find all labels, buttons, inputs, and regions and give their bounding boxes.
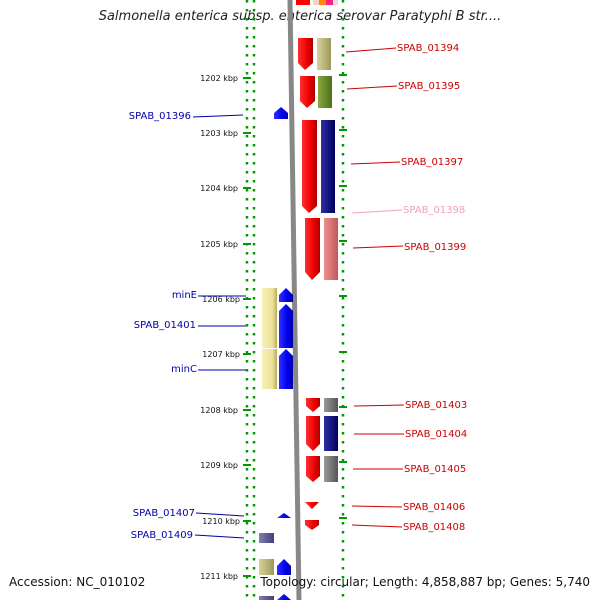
gene-arrow	[277, 594, 291, 600]
genome-backbone	[287, 0, 302, 600]
gene-label: minE	[172, 290, 197, 301]
gene-label: SPAB_01395	[398, 81, 460, 92]
gene-label: SPAB_01406	[403, 502, 465, 513]
gene-arrow	[279, 349, 293, 389]
gene-arrow	[305, 520, 319, 530]
tick-label: 1208 kbp	[200, 406, 238, 415]
cog-bar	[262, 349, 277, 389]
tick-label: 1205 kbp	[200, 240, 238, 249]
gene-arrow	[279, 304, 293, 348]
cog-bar	[259, 533, 274, 543]
gene-label: SPAB_01396	[129, 111, 191, 122]
gene-arrow	[305, 502, 319, 509]
gene-label: SPAB_01404	[405, 429, 467, 440]
cog-bar	[262, 288, 277, 348]
gene-arrow	[274, 107, 288, 119]
gene-arrow	[306, 398, 320, 412]
tick-label: 1207 kbp	[202, 350, 240, 359]
cog-bar	[318, 76, 332, 108]
gene-label: SPAB_01398	[403, 205, 465, 216]
right-leaders	[345, 47, 405, 528]
gene-arrow	[306, 456, 320, 482]
gene-arrow	[277, 559, 291, 575]
gene-arrow	[300, 76, 315, 108]
gene-arrow	[298, 38, 313, 70]
cog-bar	[259, 559, 274, 575]
cog-bar	[259, 596, 274, 600]
cog-bar	[324, 456, 338, 482]
gene-label: minC	[171, 364, 197, 375]
gene-label: SPAB_01399	[404, 242, 466, 253]
gene-label: SPAB_01394	[397, 43, 459, 54]
tick-label: 1210 kbp	[202, 517, 240, 526]
gene-arrow	[306, 416, 320, 451]
tick-label: 1204 kbp	[200, 184, 238, 193]
tick-label: 1202 kbp	[200, 74, 238, 83]
gene-arrow	[279, 288, 293, 302]
topology-info: Topology: circular; Length: 4,858,887 bp…	[260, 575, 590, 589]
tick-label: 1209 kbp	[200, 461, 238, 470]
left-leaders	[192, 114, 246, 539]
tick-marks	[243, 74, 347, 577]
gene-label: SPAB_01405	[404, 464, 466, 475]
gene-arrow	[302, 120, 317, 213]
top-strip	[296, 0, 338, 5]
gene-label: SPAB_01408	[403, 522, 465, 533]
tick-label: 1203 kbp	[200, 129, 238, 138]
gene-label: SPAB_01409	[131, 530, 193, 541]
gene-label: SPAB_01407	[133, 508, 195, 519]
cog-bar	[324, 416, 338, 451]
cog-bar	[317, 38, 331, 70]
gene-label: SPAB_01397	[401, 157, 463, 168]
tick-label: 1206 kbp	[202, 295, 240, 304]
gene-label: SPAB_01401	[134, 320, 196, 331]
gene-arrow	[305, 218, 320, 280]
tick-label: 1211 kbp	[200, 572, 238, 581]
accession-label: Accession: NC_010102	[9, 575, 146, 589]
map-title: Salmonella enterica subsp. enterica sero…	[98, 9, 502, 24]
gene-label: SPAB_01403	[405, 400, 467, 411]
cog-bar	[324, 398, 338, 412]
cog-bar	[321, 120, 335, 213]
cog-bar	[324, 218, 338, 280]
gene-arrow	[277, 513, 291, 518]
